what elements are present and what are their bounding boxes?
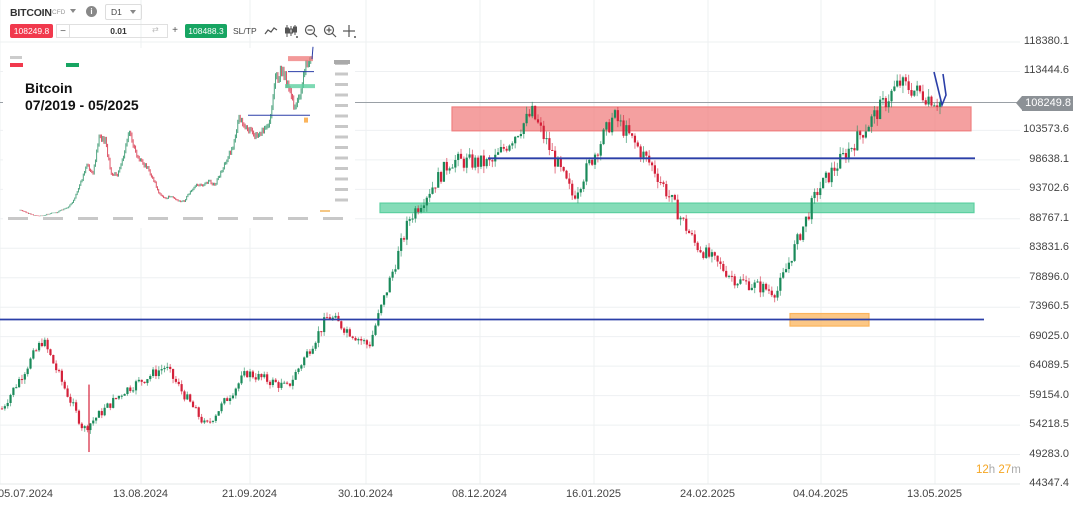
price-tick-label: 54218.5 bbox=[1029, 418, 1069, 431]
line-chart-icon[interactable] bbox=[264, 24, 278, 38]
chevron-down-icon bbox=[130, 10, 136, 14]
timer-m-unit: m bbox=[1011, 464, 1021, 476]
price-tick-label: 103573.6 bbox=[1023, 123, 1069, 136]
price-tick-label: 64089.5 bbox=[1029, 359, 1069, 372]
crosshair-icon[interactable] bbox=[342, 24, 356, 38]
projection-path[interactable] bbox=[933, 71, 947, 108]
info-icon[interactable]: i bbox=[86, 6, 97, 17]
symbol-type: CFD bbox=[52, 9, 66, 16]
price-tick-label: 73960.5 bbox=[1029, 300, 1069, 313]
date-tick-label: 21.09.2024 bbox=[222, 488, 278, 500]
price-tick-label: 88767.1 bbox=[1029, 211, 1069, 224]
sltp-button[interactable]: SL/TP bbox=[233, 26, 257, 36]
quantity-decrease-button[interactable]: − bbox=[56, 24, 70, 38]
price-tick-label: 113444.6 bbox=[1023, 64, 1069, 77]
timeframe-value: D1 bbox=[111, 7, 122, 17]
price-tick-label: 59154.0 bbox=[1029, 388, 1069, 401]
price-tick-label: 83831.6 bbox=[1029, 241, 1069, 254]
date-tick-label: 05.07.2024 bbox=[0, 488, 54, 500]
price-tick-label: 98638.1 bbox=[1029, 152, 1069, 165]
symbol-toolbar: BITCOIN CFD i D1 bbox=[0, 0, 360, 22]
swap-icon[interactable]: ⇄ bbox=[152, 25, 159, 34]
quantity-input[interactable]: 0.01 bbox=[70, 24, 168, 38]
price-tick-label: 44347.4 bbox=[1029, 477, 1069, 489]
date-tick-label: 16.01.2025 bbox=[566, 488, 622, 500]
inset-title-line2: 07/2019 - 05/2025 bbox=[25, 97, 139, 113]
date-tick-label: 30.10.2024 bbox=[338, 488, 394, 500]
inset-title-line1: Bitcoin bbox=[25, 80, 73, 96]
price-tick-label: 49283.0 bbox=[1029, 447, 1069, 460]
sell-button[interactable]: 108249.8 bbox=[10, 24, 53, 38]
price-tick-label: 78896.0 bbox=[1029, 270, 1069, 283]
quantity-increase-button[interactable]: + bbox=[172, 25, 178, 36]
timeframe-select[interactable]: D1 bbox=[105, 4, 142, 20]
date-tick-label: 13.08.2024 bbox=[113, 488, 169, 500]
zoom-out-icon[interactable] bbox=[304, 24, 318, 38]
zoom-in-icon[interactable] bbox=[323, 24, 337, 38]
price-tick-label: 118380.1 bbox=[1023, 35, 1069, 47]
candle-countdown: 12h 27m bbox=[976, 464, 1021, 476]
current-price-tag: 108249.8 bbox=[1016, 96, 1073, 111]
trade-toolbar: 108249.8 − 0.01 ⇄ + 108488.3 SL/TP bbox=[0, 24, 360, 40]
date-tick-label: 04.04.2025 bbox=[793, 488, 849, 500]
symbol-name[interactable]: BITCOIN bbox=[10, 7, 52, 19]
timer-h-unit: h bbox=[988, 464, 996, 476]
date-tick-label: 24.02.2025 bbox=[680, 488, 736, 500]
candlestick-type-icon[interactable] bbox=[284, 24, 298, 38]
resistance-zone[interactable] bbox=[451, 106, 972, 132]
date-tick-label: 08.12.2024 bbox=[452, 488, 508, 500]
symbol-dropdown-icon[interactable] bbox=[70, 9, 76, 13]
buy-button[interactable]: 108488.3 bbox=[185, 24, 227, 38]
inset-chart bbox=[3, 46, 355, 228]
candles bbox=[0, 74, 942, 453]
price-tick-label: 69025.0 bbox=[1029, 329, 1069, 342]
inset-chart-title: Bitcoin 07/2019 - 05/2025 bbox=[25, 80, 139, 114]
timer-hours: 12 bbox=[976, 464, 989, 476]
date-tick-label: 13.05.2025 bbox=[907, 488, 963, 500]
price-tick-label: 93702.6 bbox=[1029, 182, 1069, 195]
timer-minutes: 27 bbox=[998, 464, 1012, 476]
